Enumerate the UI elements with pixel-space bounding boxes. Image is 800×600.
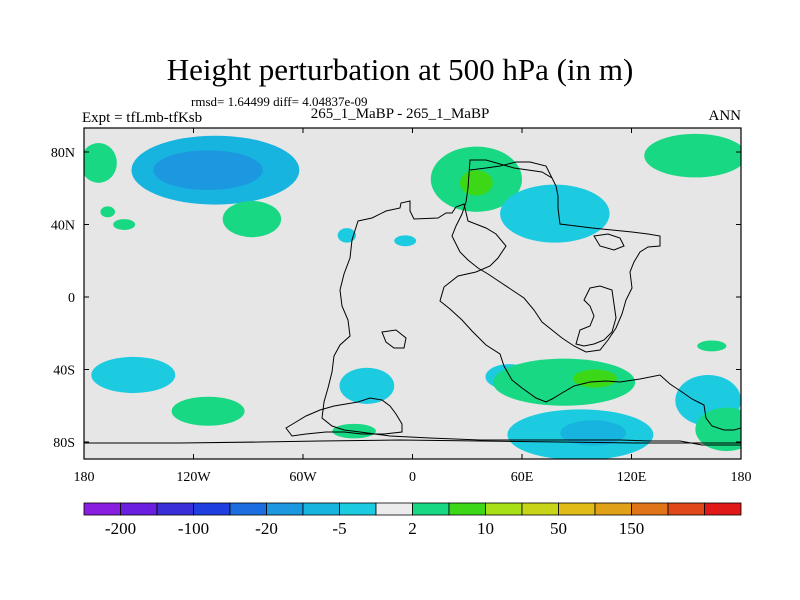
y-tick-label: 40S xyxy=(53,364,75,379)
contour-neg-north-pacific-core xyxy=(153,150,263,190)
y-tick-label: 80N xyxy=(51,146,75,161)
colorbar-box xyxy=(559,503,596,515)
contour-neg-small-med xyxy=(394,235,416,246)
colorbar-box xyxy=(668,503,705,515)
colorbar-box xyxy=(632,503,669,515)
contour-pos-north-america xyxy=(223,201,281,237)
colorbar-label: 10 xyxy=(477,519,494,538)
colorbar-box xyxy=(84,503,121,515)
y-tick-label: 40N xyxy=(51,219,75,234)
contour-pos-north-pacific-east xyxy=(644,134,746,178)
colorbar-box xyxy=(303,503,340,515)
colorbar-box xyxy=(705,503,742,515)
x-tick-label: 60E xyxy=(511,470,534,485)
x-tick-label: 120E xyxy=(617,470,647,485)
colorbar-label: 2 xyxy=(408,519,417,538)
contour-pos-small-southwest xyxy=(697,341,726,352)
y-tick-label: 80S xyxy=(53,436,75,451)
colorbar-label: -200 xyxy=(105,519,136,538)
contour-neg-south-atlantic-west xyxy=(340,368,395,404)
contour-map-chart: 180 120W 60W 0 60E 120E 18080N40N040S80S -200-… xyxy=(0,0,800,600)
colorbar-label: -20 xyxy=(255,519,278,538)
colorbar-box xyxy=(522,503,559,515)
contour-neg-south-pacific xyxy=(91,357,175,393)
colorbar-box xyxy=(157,503,194,515)
contour-pos-small-2 xyxy=(100,206,115,217)
colorbar-box xyxy=(595,503,632,515)
contour-pos-dateline-north xyxy=(80,143,117,183)
colorbar-label: -5 xyxy=(332,519,346,538)
contour-pos-small-1 xyxy=(113,219,135,230)
contour-pos-north-europe-core xyxy=(460,170,493,195)
contour-pos-south-pacific-east xyxy=(172,397,245,426)
colorbar-box xyxy=(376,503,413,515)
x-tick-label: 120W xyxy=(176,470,211,485)
x-tick-label: 180 xyxy=(74,470,95,485)
colorbar-label: 150 xyxy=(619,519,645,538)
colorbar-box xyxy=(121,503,158,515)
colorbar: -200 -100 -20 -5 2 10 50 150 xyxy=(84,503,741,538)
colorbar-box xyxy=(340,503,377,515)
y-tick-label: 0 xyxy=(68,291,75,306)
colorbar-box xyxy=(267,503,304,515)
colorbar-box xyxy=(413,503,450,515)
x-tick-label: 60W xyxy=(289,470,317,485)
contour-neg-central-asia xyxy=(500,185,610,243)
colorbar-label: 50 xyxy=(550,519,567,538)
colorbar-box xyxy=(486,503,523,515)
x-tick-label: 180 xyxy=(731,470,752,485)
colorbar-box xyxy=(449,503,486,515)
colorbar-label: -100 xyxy=(178,519,209,538)
colorbar-box xyxy=(194,503,231,515)
x-tick-label: 0 xyxy=(409,470,416,485)
colorbar-box xyxy=(230,503,267,515)
